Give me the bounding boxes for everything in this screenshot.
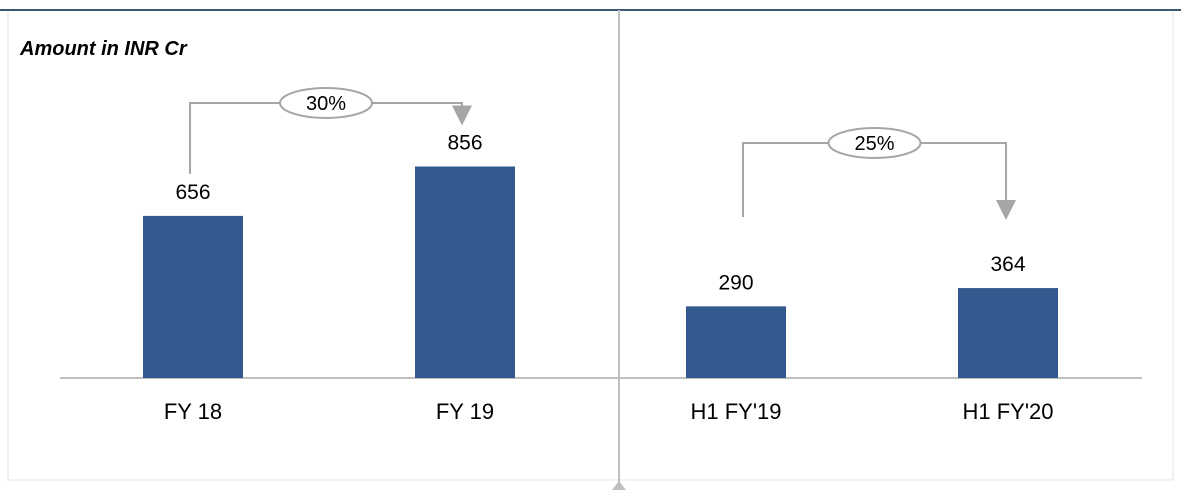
- data-label: 290: [718, 271, 753, 294]
- data-label: 856: [447, 131, 482, 154]
- bar: [143, 215, 243, 378]
- growth-label: 25%: [854, 133, 894, 155]
- bar: [958, 288, 1058, 378]
- data-label: 364: [990, 253, 1025, 276]
- growth-badge: [279, 87, 373, 119]
- x-tick-label: H1 FY'19: [690, 399, 781, 424]
- x-tick-label: H1 FY'20: [962, 399, 1053, 424]
- divider-arrow-tip: [612, 481, 626, 490]
- bar: [686, 306, 786, 378]
- growth-badge: [827, 127, 922, 159]
- bar: [415, 166, 515, 378]
- unit-label: Amount in INR Cr: [20, 38, 187, 60]
- x-tick-label: FY 18: [164, 399, 222, 424]
- growth-label: 30%: [306, 93, 346, 115]
- x-tick-label: FY 19: [436, 399, 494, 424]
- data-label: 656: [175, 181, 210, 204]
